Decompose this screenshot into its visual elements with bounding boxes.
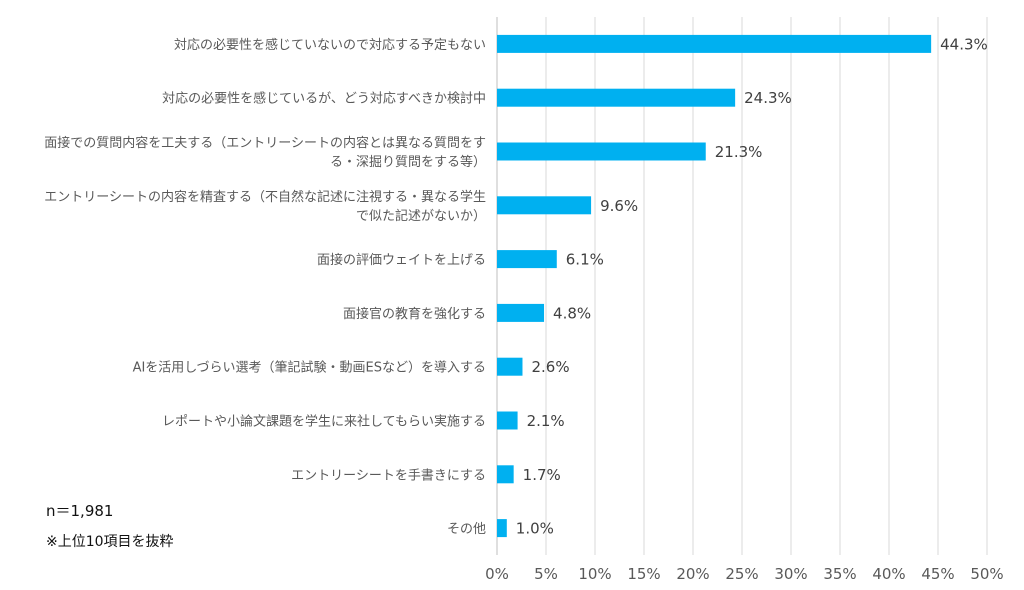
x-tick-label: 45%: [921, 565, 954, 583]
category-label: エントリーシートの内容を精査する（不自然な記述に注視する・異なる学生: [44, 189, 486, 205]
bar: [497, 357, 523, 376]
x-tick-label: 50%: [970, 565, 1003, 583]
bar: [497, 88, 736, 107]
data-label: 21.3%: [715, 143, 763, 161]
category-label: レポートや小論文課題を学生に来社してもらい実施する: [162, 414, 486, 430]
category-label: 面接での質問内容を工夫する（エントリーシートの内容とは異なる質問をす: [44, 135, 486, 151]
bar: [497, 142, 706, 161]
footnote: ※上位10項目を抜粋: [46, 534, 174, 550]
data-label: 2.1%: [527, 412, 565, 430]
data-label: 1.0%: [516, 520, 554, 538]
data-label: 24.3%: [744, 89, 792, 107]
x-tick-label: 15%: [627, 565, 660, 583]
bar: [497, 196, 592, 215]
bar: [497, 411, 518, 430]
x-tick-label: 30%: [774, 565, 807, 583]
data-label: 44.3%: [940, 35, 988, 53]
x-tick-label: 20%: [676, 565, 709, 583]
x-tick-label: 25%: [725, 565, 758, 583]
category-label: る・深掘り質問をする等）: [330, 154, 486, 170]
bar: [497, 250, 557, 269]
data-label: 2.6%: [531, 358, 569, 376]
bar: [497, 465, 514, 484]
category-label: 面接官の教育を強化する: [343, 306, 486, 322]
x-tick-label: 35%: [823, 565, 856, 583]
x-tick-label: 40%: [872, 565, 905, 583]
bar: [497, 34, 932, 53]
x-tick-label: 5%: [534, 565, 558, 583]
bar: [497, 519, 507, 538]
category-label: で似た記述がないか）: [356, 208, 486, 224]
category-label: その他: [447, 522, 486, 537]
data-label: 6.1%: [566, 251, 604, 269]
category-label: 対応の必要性を感じているが、どう対応すべきか検討中: [162, 91, 486, 107]
category-label: 面接の評価ウェイトを上げる: [317, 252, 486, 268]
bar: [497, 303, 545, 322]
category-label: エントリーシートを手書きにする: [291, 468, 486, 483]
data-label: 9.6%: [600, 197, 638, 215]
sample-size-note: n＝1,981: [46, 502, 114, 520]
data-label: 1.7%: [523, 466, 561, 484]
x-tick-label: 10%: [578, 565, 611, 583]
category-label: 対応の必要性を感じていないので対応する予定もない: [174, 37, 486, 53]
category-label: AIを活用しづらい選考（筆記試験・動画ESなど）を導入する: [133, 360, 486, 376]
data-label: 4.8%: [553, 304, 591, 322]
x-tick-label: 0%: [485, 565, 509, 583]
